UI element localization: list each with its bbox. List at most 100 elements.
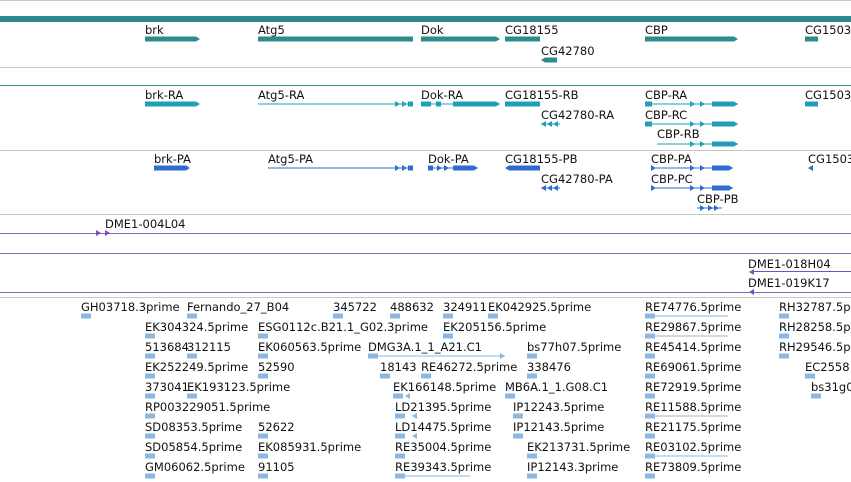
ests-label[interactable]: GH03718.3prime [81,300,180,314]
est-span[interactable] [645,415,728,417]
ests-label[interactable]: 373041 [145,380,189,394]
protein-atg5-pa-exon[interactable] [408,165,413,171]
protein-brk-pa[interactable] [154,165,190,171]
protein-atg5-pa-exon[interactable] [402,165,407,171]
est-glyph[interactable] [443,313,453,319]
est-glyph[interactable] [258,453,268,459]
transcript-dok-ra-exon[interactable] [436,101,441,107]
est-glyph[interactable] [645,353,655,359]
est-glyph[interactable] [811,393,821,399]
proteins-label[interactable]: CBP-PC [651,172,693,186]
est-glyph[interactable] [187,313,197,319]
ests-label[interactable]: bs77h07.5prime [527,340,622,354]
est-span[interactable] [645,455,728,457]
est-glyph[interactable] [333,313,343,319]
transcript-dok-ra-exon[interactable] [421,101,431,107]
protein-cbp-pb-exon[interactable] [708,205,713,211]
transcripts-label[interactable]: CBP-RA [645,88,688,102]
ests-label[interactable]: RE73809.5prime [645,460,742,474]
ests-label[interactable]: EK205156.5prime [443,320,547,334]
ests-label[interactable]: SD05854.5prime [145,440,243,454]
est-glyph[interactable] [380,373,390,379]
ests-label[interactable]: RE74776.5prime [645,300,742,314]
est-glyph[interactable] [258,353,268,359]
protein-cbp-pa-exon[interactable] [651,165,656,171]
gene-cg18155[interactable] [505,36,540,42]
est-span[interactable] [368,355,505,357]
proteins-label[interactable]: Atg5-PA [268,152,314,166]
ests-label[interactable]: SD08353.5prime [145,420,243,434]
gene-cbp[interactable] [645,36,738,42]
transcript-atg5-ra-intron[interactable] [258,103,413,105]
protein-cbp-pc-exon[interactable] [651,185,656,191]
transcripts-label[interactable]: CG18155-RB [505,88,579,102]
ests-label[interactable]: RE45414.5prime [645,340,742,354]
ests-label[interactable]: EK213731.5prime [527,440,631,454]
protein-atg5-pa-intron[interactable] [268,167,413,169]
est-glyph[interactable] [527,453,537,459]
ests-label[interactable]: 91105 [258,460,295,474]
transcript-cbp-rc-exon[interactable] [690,121,695,127]
est-glyph[interactable] [500,353,505,359]
est-glyph[interactable] [645,433,655,439]
protein-cbp-pa-exon[interactable] [700,165,705,171]
genes-label[interactable]: Atg5 [258,23,285,37]
transcripts-label[interactable]: CG42780-RA [541,108,615,122]
est-glyph[interactable] [527,373,537,379]
ests-label[interactable]: EK193123.5prime [187,380,291,394]
protein-cg18155-pb[interactable] [505,165,540,171]
protein-cg42780-pa-exon[interactable] [541,185,546,191]
est-glyph[interactable] [421,373,431,379]
protein-cbp-pc-exon[interactable] [690,185,695,191]
ests-label[interactable]: 52622 [258,420,295,434]
ests-label[interactable]: MB6A.1_1.G08.C1 [505,380,609,394]
ests-label[interactable]: Fernando_27_B04 [187,300,290,314]
gene-dok[interactable] [421,36,500,42]
est-glyph[interactable] [145,453,155,459]
est-glyph[interactable] [390,313,400,319]
gene-brk[interactable] [145,36,200,42]
protein-dok-pa-exon[interactable] [453,165,478,171]
proteins-label[interactable]: CBP-PB [697,192,739,206]
protein-cbp-pa-exon[interactable] [690,165,695,171]
protein-dok-pa-exon[interactable] [428,165,433,171]
ests-label[interactable]: 513684 [145,340,189,354]
ests-label[interactable]: RE69061.5prime [645,360,742,374]
clones_reverse-label[interactable]: DME1-019K17 [748,276,830,290]
ests-label[interactable]: DMG3A.1_1_A21.C1 [368,340,482,354]
est-glyph[interactable] [645,473,655,479]
est-glyph[interactable] [412,433,417,439]
transcript-cbp-ra-exon[interactable] [690,101,695,107]
est-glyph[interactable] [187,393,197,399]
transcripts-label[interactable]: Dok-RA [421,88,464,102]
est-glyph[interactable] [405,393,410,399]
est-glyph[interactable] [527,353,537,359]
transcripts-label[interactable]: brk-RA [145,88,184,102]
ests-label[interactable]: RE72919.5prime [645,380,742,394]
est-glyph[interactable] [145,413,155,419]
ests-label[interactable]: IP12243.5prime [513,400,605,414]
clone-dme1-004l04[interactable] [105,230,110,236]
transcript-cg18155-rb[interactable] [505,101,540,107]
est-glyph[interactable] [443,333,453,339]
protein-cbp-pb-exon[interactable] [714,205,719,211]
transcript-cbp-rb-exon[interactable] [700,141,705,147]
ests-label[interactable]: 52590 [258,360,295,374]
clone-dme1-018h04[interactable] [749,269,754,275]
ests-label[interactable]: IP12143.5prime [513,420,605,434]
ests-label[interactable]: RE46272.5prime [421,360,518,374]
protein-cbp-pc-exon[interactable] [712,185,733,191]
protein-cg1503[interactable] [808,165,813,171]
ests-label[interactable]: IP12143.3prime [527,460,619,474]
proteins-label[interactable]: CG1503 [808,152,851,166]
est-glyph[interactable] [145,373,155,379]
proteins-label[interactable]: CG18155-PB [505,152,578,166]
ests-label[interactable]: RE29867.5prime [645,320,742,334]
est-glyph[interactable] [393,393,403,399]
est-span[interactable] [645,335,728,337]
clone-dme1-018h04[interactable] [754,271,851,272]
est-glyph[interactable] [395,433,405,439]
est-glyph[interactable] [805,373,815,379]
clone-dme1-019k17[interactable] [749,289,754,295]
ests-label[interactable]: RH28258.5p [779,320,851,334]
